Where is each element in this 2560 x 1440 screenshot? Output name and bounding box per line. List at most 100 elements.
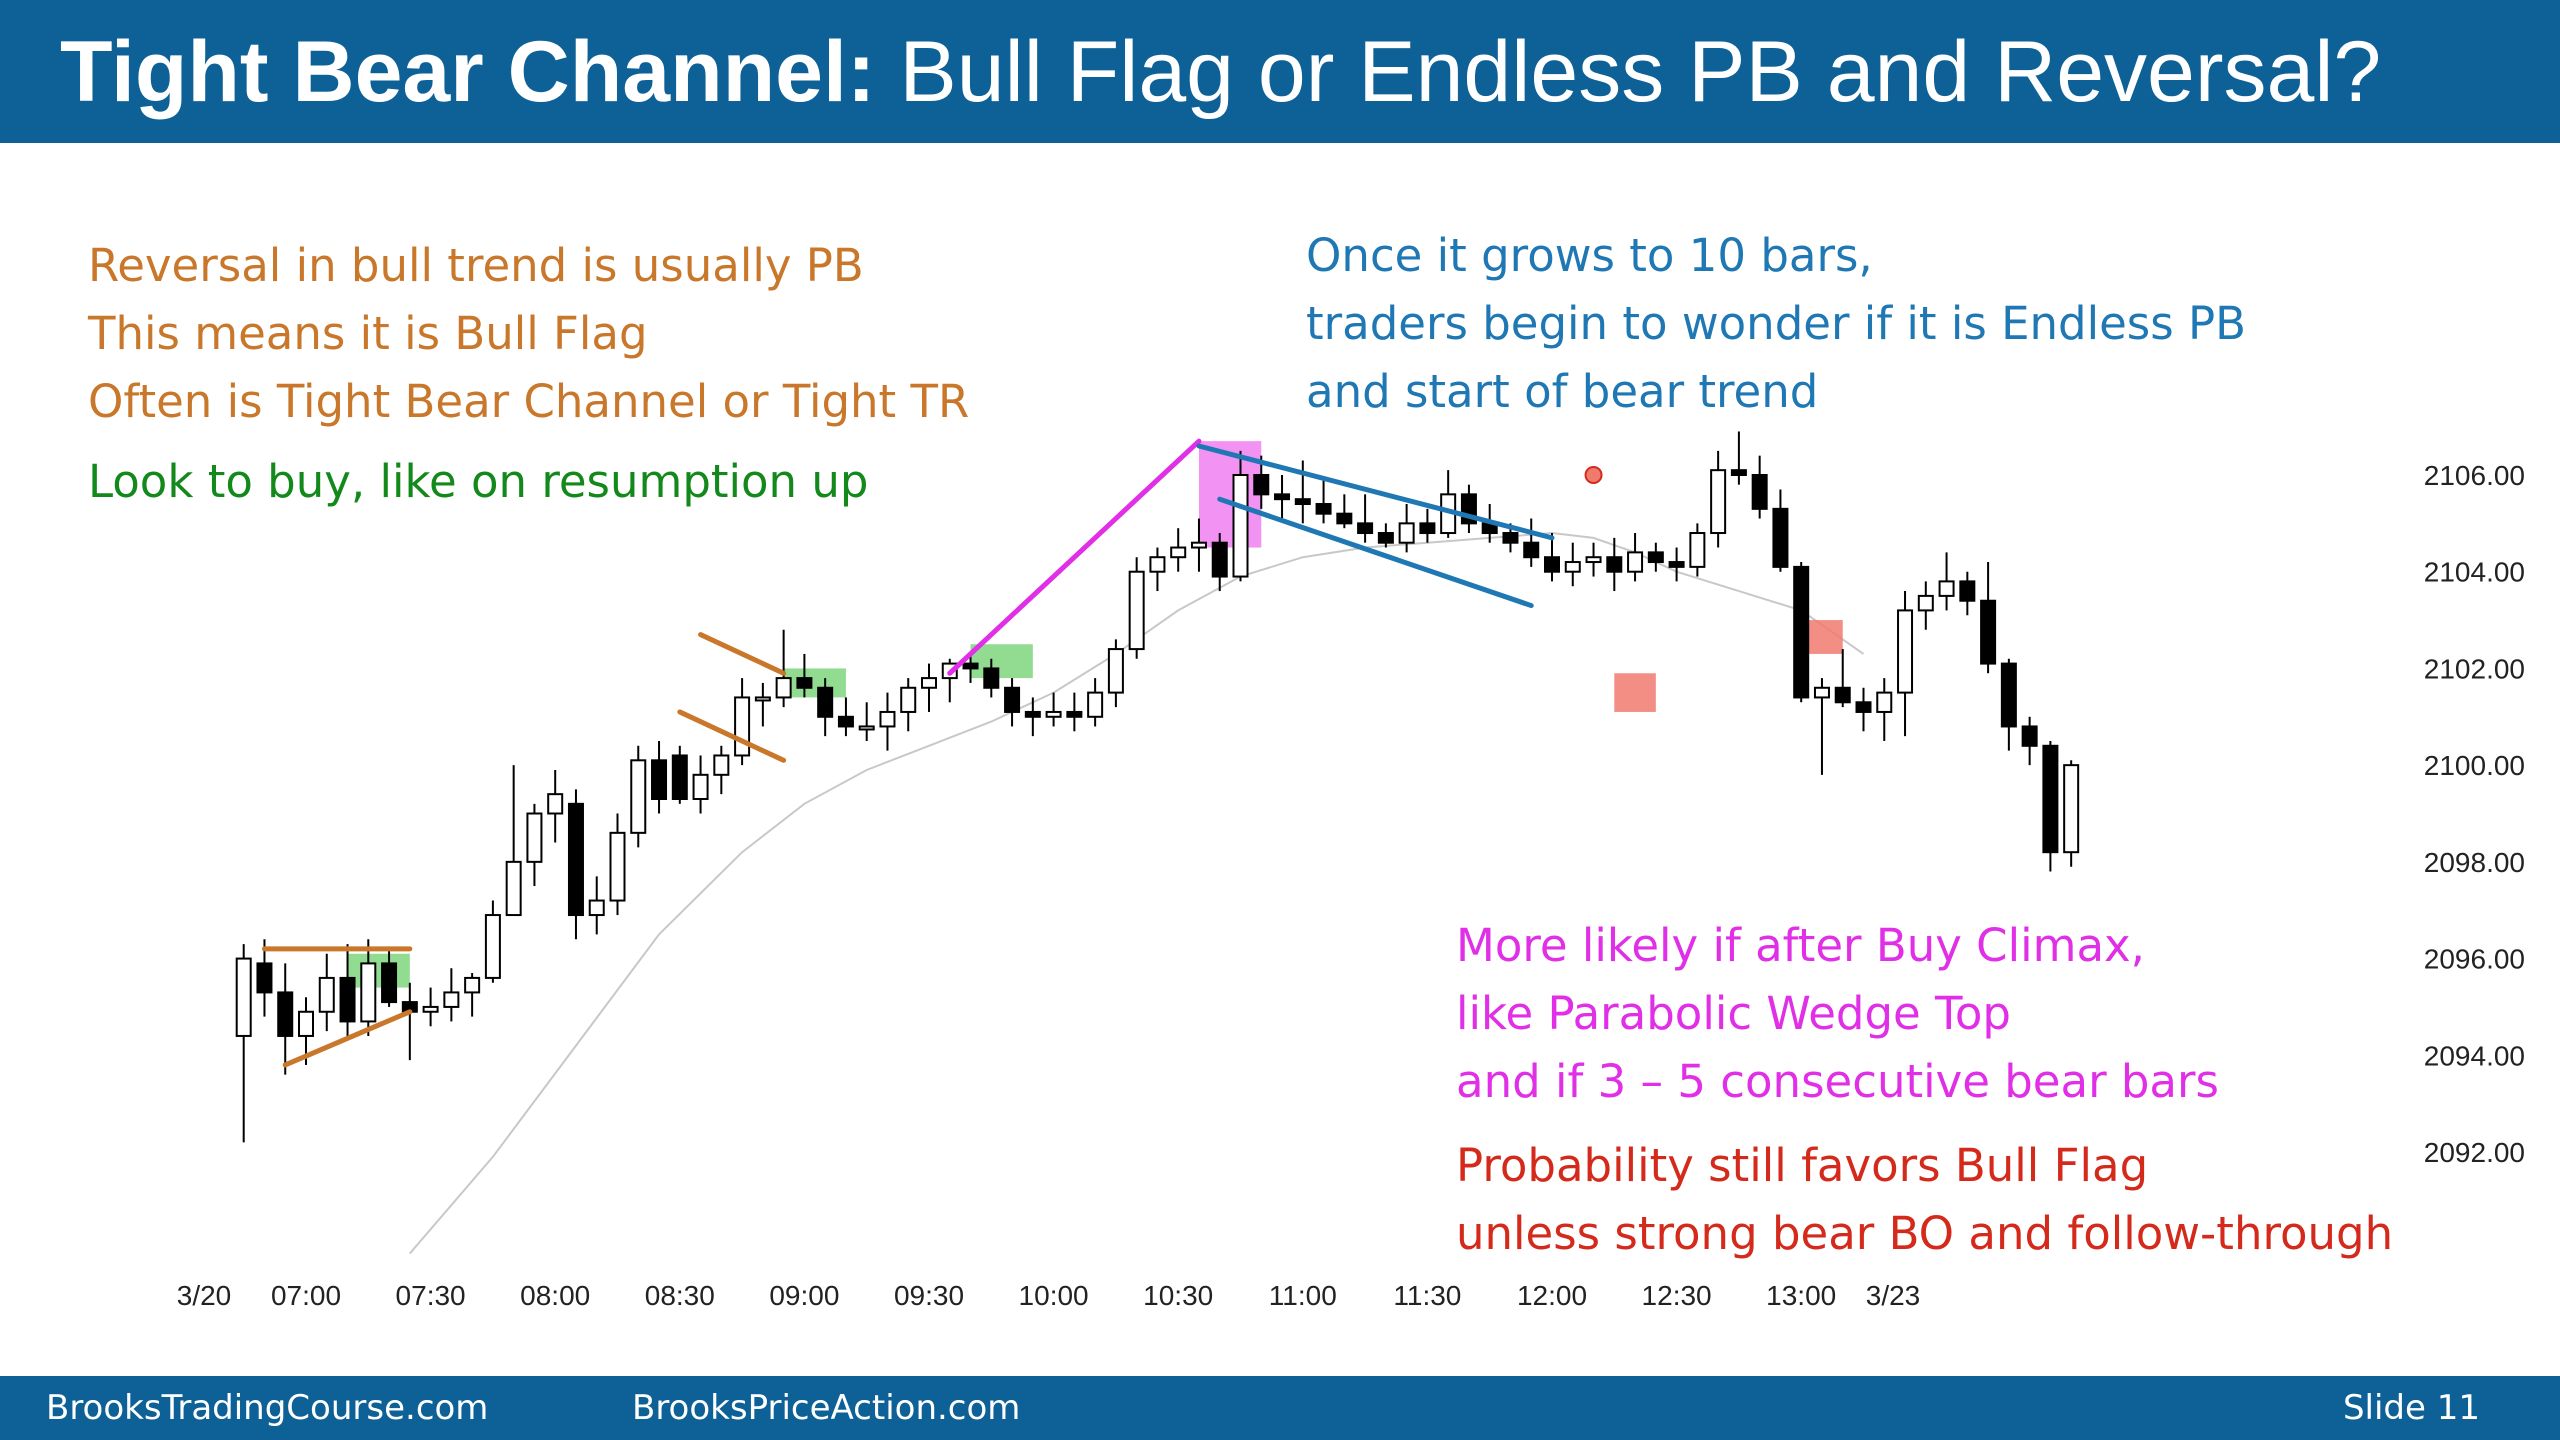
candle-body [2021, 725, 2038, 747]
y-tick-label: 2106.00 [2424, 460, 2525, 491]
candle-body [2000, 662, 2017, 728]
channel-line [1196, 443, 1555, 541]
triangle-line [282, 1009, 413, 1068]
highlight-box [970, 644, 1033, 679]
note-orange-line: Reversal in bull trend is usually PB [88, 239, 864, 292]
x-tick-label: 11:00 [1269, 1280, 1337, 1311]
highlight-box [1614, 673, 1656, 712]
title-bold: Tight Bear Channel: [60, 24, 876, 120]
candle-body [1897, 609, 1914, 694]
candle-body [900, 686, 917, 713]
candle-body [1336, 512, 1353, 525]
footer-bar: BrooksTradingCourse.com BrooksPriceActio… [0, 1376, 2560, 1440]
y-tick-label: 2094.00 [2424, 1040, 2525, 1071]
note-orange-line: This means it is Bull Flag [88, 307, 648, 360]
x-tick-label: 10:30 [1143, 1280, 1213, 1311]
candle-body [1523, 541, 1540, 559]
x-tick-label: 07:00 [271, 1280, 341, 1311]
x-tick-label: 3/23 [1866, 1280, 1921, 1311]
candle-body [1502, 532, 1519, 544]
x-tick-label: 11:30 [1393, 1280, 1461, 1311]
x-tick-label: 10:00 [1019, 1280, 1089, 1311]
x-tick-label: 12:30 [1642, 1280, 1712, 1311]
candle-body [1876, 691, 1893, 713]
candle-body [1710, 469, 1727, 535]
candle-body [1564, 561, 1581, 573]
x-axis: 3/20 07:00 07:30 08:00 08:30 09:00 09:30 10:00 1… [177, 1280, 1921, 1311]
candle-body [1107, 648, 1124, 694]
y-tick-label: 2098.00 [2424, 847, 2525, 878]
note-green: Look to buy, like on resumption up [88, 448, 868, 516]
candle-body [651, 759, 668, 800]
candle-body [1149, 556, 1166, 573]
x-tick-label: 12:00 [1517, 1280, 1587, 1311]
spike-line [947, 438, 1202, 676]
candlesticks [235, 431, 2080, 1143]
x-tick-label: 09:00 [769, 1280, 839, 1311]
highlight-boxes [347, 441, 1843, 988]
candle-body [796, 677, 813, 689]
wedge-line [677, 709, 787, 763]
y-tick-label: 2096.00 [2424, 944, 2525, 975]
candle-body [1585, 556, 1602, 564]
candle-body [1045, 710, 1062, 718]
candle-body [962, 662, 979, 670]
candle-body [1066, 710, 1083, 718]
y-tick-label: 2092.00 [2424, 1137, 2525, 1168]
note-magenta-line: and if 3 – 5 consecutive bear bars [1456, 1055, 2219, 1108]
candle-body [1253, 474, 1270, 496]
candle-body [235, 957, 252, 1037]
trend-lines [261, 438, 1603, 1068]
candle-body [1855, 701, 1872, 713]
candle-body [1917, 594, 1934, 612]
candle-body [1357, 522, 1374, 535]
footer-link-pa[interactable]: BrooksPriceAction.com [632, 1388, 1021, 1428]
x-tick-label: 08:00 [520, 1280, 590, 1311]
candle-body [277, 991, 294, 1037]
x-tick-label: 13:00 [1766, 1280, 1836, 1311]
candle-body [1024, 710, 1041, 718]
candle-body [1772, 507, 1789, 568]
candle-body [1689, 532, 1706, 568]
candle-body [505, 860, 522, 917]
candle-body [879, 710, 896, 728]
candle-body [339, 976, 356, 1023]
x-tick-label: 09:30 [894, 1280, 964, 1311]
candle-body [526, 812, 543, 863]
candle-body [381, 962, 398, 1004]
candle-body [754, 696, 771, 702]
candle-body [2063, 764, 2080, 854]
candle-body [1294, 498, 1311, 506]
candle-body [1232, 474, 1249, 578]
candle-body [1751, 474, 1768, 510]
candle-body [1668, 561, 1685, 568]
note-red-line: unless strong bear BO and follow-through [1456, 1207, 2394, 1260]
wedge-line [698, 632, 787, 676]
candle-body [1813, 686, 1830, 699]
candle-body [256, 962, 273, 994]
candle-body [1128, 570, 1145, 651]
candle-body [1398, 522, 1415, 544]
candle-body [671, 754, 688, 800]
marker-dot [1584, 466, 1603, 484]
candle-body [464, 976, 481, 994]
candle-body [983, 667, 1000, 689]
candle-body [1170, 546, 1187, 559]
candle-body [567, 802, 584, 917]
highlight-box [783, 668, 846, 698]
candle-body [1730, 469, 1747, 476]
candle-body [921, 677, 937, 689]
candle-body [734, 696, 751, 757]
candle-body [1834, 686, 1851, 704]
candle-body [422, 1005, 439, 1013]
highlight-box [347, 953, 410, 988]
note-orange-line: Often is Tight Bear Channel or Tight TR [88, 375, 970, 428]
footer-link-course[interactable]: BrooksTradingCourse.com [46, 1388, 489, 1428]
candle-body [1980, 599, 1997, 665]
note-green-line: Look to buy, like on resumption up [88, 455, 869, 508]
candle-body [858, 725, 875, 731]
candle-body [1793, 565, 1810, 699]
candle-body [443, 991, 460, 1008]
candle-body [1004, 686, 1021, 713]
highlight-box [1198, 441, 1262, 548]
